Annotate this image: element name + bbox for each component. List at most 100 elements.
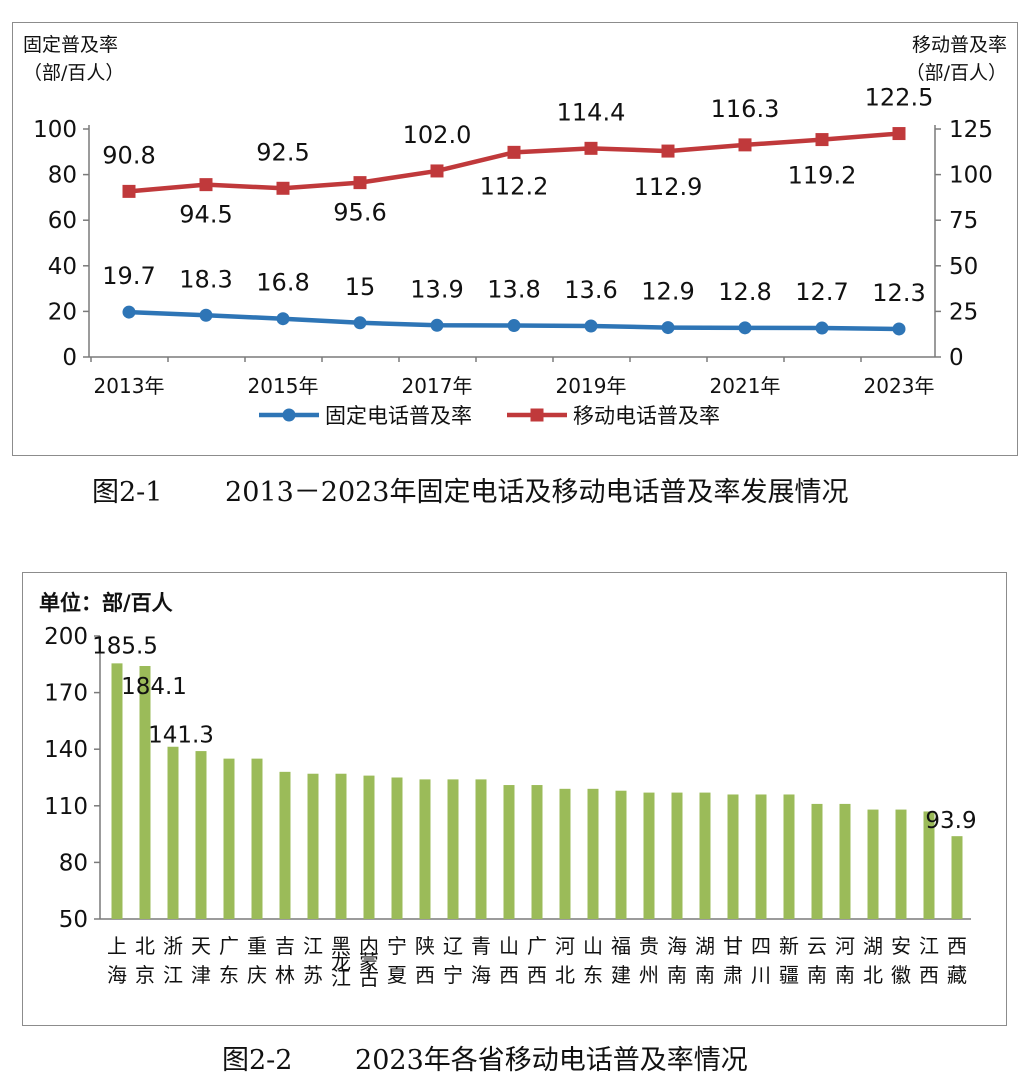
- fixed-rate-data-label: 18.3: [179, 265, 232, 293]
- y-left-tick-label: 20: [48, 299, 77, 325]
- y-left-tick-label: 80: [48, 163, 77, 189]
- mobile-rate-point: [584, 141, 598, 155]
- province-label: 贵州: [639, 934, 659, 987]
- y-left-tick-label: 60: [48, 208, 77, 234]
- fixed-rate-point: [661, 321, 675, 335]
- mobile-rate-point: [892, 127, 906, 141]
- province-bar: [195, 751, 207, 919]
- province-bar: [951, 836, 963, 919]
- fixed-rate-point: [430, 318, 444, 332]
- province-bar: [923, 811, 935, 919]
- mobile-rate-point: [738, 138, 752, 152]
- province-bar: [531, 785, 543, 919]
- province-bar: [559, 788, 571, 919]
- fixed-rate-data-label: 13.6: [564, 276, 617, 304]
- fixed-rate-data-label: 12.8: [718, 278, 771, 306]
- province-bar: [643, 792, 655, 919]
- fixed-rate-point: [199, 308, 213, 322]
- fixed-rate-data-label: 12.3: [872, 279, 925, 307]
- y-left-tick-label: 0: [62, 345, 77, 371]
- province-bar: [615, 790, 627, 919]
- mobile-rate-data-label: 95.6: [333, 199, 386, 227]
- mobile-rate-point: [199, 178, 213, 192]
- province-bar: [223, 758, 235, 919]
- x-tick-label: 2023年: [864, 374, 935, 398]
- province-bar: [391, 777, 403, 919]
- fixed-rate-point: [353, 316, 367, 330]
- mobile-rate-data-label: 119.2: [788, 162, 857, 190]
- province-label: 云南: [807, 934, 827, 987]
- mobile-rate-point: [815, 133, 829, 147]
- fixed-rate-point: [122, 305, 136, 319]
- province-bar: [307, 773, 319, 919]
- bar-chart-svg: 单位：部/百人 50 80 110 140 170 200 上海 185.5 北京 184.1 浙江 1…: [39, 591, 977, 990]
- province-bar: [419, 779, 431, 919]
- province-bar: [111, 663, 123, 919]
- mobile-rate-data-label: 112.9: [634, 173, 703, 201]
- province-label: 海南: [667, 934, 687, 987]
- province-bar: [139, 665, 151, 919]
- legend-label: 固定电话普及率: [325, 404, 472, 428]
- fixed-rate-point: [276, 312, 290, 326]
- figure-caption-1: 图2-1 2013－2023年固定电话及移动电话普及率发展情况: [92, 477, 849, 508]
- mobile-rate-data-label: 112.2: [480, 172, 549, 200]
- province-label: 四川: [751, 934, 771, 987]
- y-tick-label: 50: [59, 907, 88, 933]
- province-bar: [503, 785, 515, 919]
- y-right-tick-label: 50: [949, 254, 978, 280]
- province-bar: [671, 792, 683, 919]
- y-tick-label: 200: [44, 624, 88, 650]
- fixed-rate-data-label: 15: [345, 273, 376, 301]
- bar-value-label: 141.3: [148, 723, 214, 749]
- mobile-rate-data-label: 90.8: [102, 141, 155, 169]
- province-label: 山西: [499, 934, 519, 987]
- y-left-tick-label: 40: [48, 254, 77, 280]
- province-bar: [279, 771, 291, 919]
- province-label: 安徽: [891, 934, 911, 987]
- province-label: 上海: [107, 934, 127, 987]
- chart-panel-penetration-trend: 固定普及率 （部/百人） 移动普及率 （部/百人） 0 20 40 60 80 100 0 25 50 7…: [12, 22, 1018, 456]
- fixed-rate-point: [584, 319, 598, 333]
- province-label: 广东: [219, 934, 239, 987]
- province-bar: [755, 794, 767, 919]
- unit-label: 单位：部/百人: [39, 591, 173, 615]
- fixed-rate-data-label: 13.9: [410, 275, 463, 303]
- x-tick-label: 2015年: [248, 374, 319, 398]
- fixed-rate-point: [892, 322, 906, 336]
- mobile-rate-point: [276, 181, 290, 195]
- mobile-rate-point: [661, 144, 675, 158]
- province-label: 重庆: [247, 934, 267, 987]
- mobile-rate-data-label: 94.5: [179, 201, 232, 229]
- province-bar: [587, 788, 599, 919]
- province-bar: [335, 773, 347, 919]
- x-tick-label: 2021年: [710, 374, 781, 398]
- y-tick-label: 170: [44, 681, 88, 707]
- province-label: 黑龙江: [331, 934, 351, 990]
- province-label: 广西: [527, 934, 547, 987]
- province-label: 西藏: [947, 934, 967, 987]
- legend-label: 移动电话普及率: [573, 404, 720, 428]
- province-label: 湖北: [863, 934, 883, 987]
- province-label: 甘肃: [723, 934, 743, 987]
- province-bar: [251, 758, 263, 919]
- y-right-tick-label: 25: [949, 299, 978, 325]
- bar-value-label: 93.9: [925, 808, 976, 834]
- fixed-rate-point: [507, 319, 521, 333]
- province-label: 北京: [135, 934, 155, 987]
- y-left-tick-label: 100: [33, 117, 77, 143]
- province-bar: [727, 794, 739, 919]
- mobile-rate-data-label: 92.5: [256, 138, 309, 166]
- province-label: 天津: [191, 934, 211, 987]
- x-tick-label: 2019年: [556, 374, 627, 398]
- province-bar: [839, 803, 851, 919]
- line-chart-svg: 固定普及率 （部/百人） 移动普及率 （部/百人） 0 20 40 60 80 100 0 25 50 7…: [23, 34, 1007, 428]
- y-tick-label: 140: [44, 737, 88, 763]
- mobile-rate-data-label: 122.5: [865, 84, 934, 112]
- mobile-rate-point: [353, 176, 367, 190]
- province-label: 内蒙古: [359, 934, 379, 990]
- province-label: 陕西: [415, 934, 435, 987]
- y-right-tick-label: 75: [949, 208, 978, 234]
- fixed-rate-point: [815, 321, 829, 335]
- y-right-tick-label: 125: [949, 117, 993, 143]
- y-right-axis-label: （部/百人）: [906, 62, 1007, 84]
